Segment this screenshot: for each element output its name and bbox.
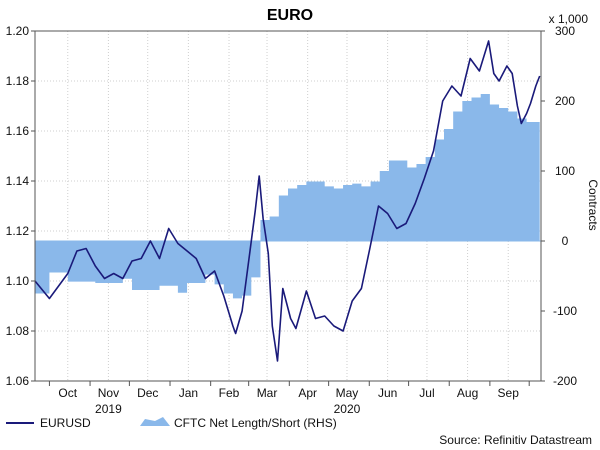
- cftc-net-area: [35, 94, 540, 299]
- plot-frame: [34, 30, 542, 382]
- x-axis-month-label: Aug: [457, 386, 478, 400]
- x-axis-year-label: 2019: [95, 402, 122, 416]
- right-axis-multiplier: x 1,000: [549, 12, 589, 26]
- legend-eurusd-label: EURUSD: [40, 416, 91, 430]
- right-axis-tick-label: 100: [555, 164, 575, 178]
- right-axis-tick-label: 0: [562, 234, 569, 248]
- x-axis-month-label: May: [336, 386, 359, 400]
- x-axis-month-label: Apr: [298, 386, 317, 400]
- x-axis-month-label: Mar: [257, 386, 278, 400]
- left-axis-tick-label: 1.18: [6, 74, 30, 88]
- left-axis-tick-label: 1.16: [6, 124, 30, 138]
- legend-cftc-label: CFTC Net Length/Short (RHS): [174, 416, 337, 430]
- left-axis-tick-label: 1.10: [6, 274, 30, 288]
- x-axis-month-label: Feb: [219, 386, 240, 400]
- right-axis-tick-label: -200: [553, 374, 577, 388]
- legend-cftc-swatch: [140, 417, 170, 426]
- x-axis-month-label: Oct: [58, 386, 77, 400]
- x-axis-year-label: 2020: [334, 402, 361, 416]
- x-axis-month-label: Jul: [419, 386, 434, 400]
- right-axis-tick-label: 200: [555, 94, 575, 108]
- x-axis-month-label: Nov: [98, 386, 119, 400]
- left-axis-tick-label: 1.20: [6, 24, 30, 38]
- left-axis-tick-label: 1.14: [6, 174, 30, 188]
- x-axis-month-label: Jan: [179, 386, 198, 400]
- right-axis-tick-label: 300: [555, 24, 575, 38]
- source-label: Source: Refinitiv Datastream: [439, 433, 592, 447]
- eurusd-line: [34, 40, 541, 362]
- left-axis-tick-label: 1.12: [6, 224, 30, 238]
- left-axis-tick-label: 1.08: [6, 324, 30, 338]
- x-axis-month-label: Sep: [498, 386, 520, 400]
- x-axis-month-label: Jun: [378, 386, 397, 400]
- chart-title: EURO: [267, 7, 313, 24]
- right-axis-title: Contracts: [586, 179, 600, 230]
- left-axis-tick-label: 1.06: [6, 374, 30, 388]
- x-axis-month-label: Dec: [137, 386, 158, 400]
- right-axis-tick-label: -100: [553, 304, 577, 318]
